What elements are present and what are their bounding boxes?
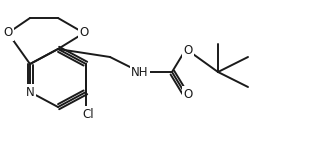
Text: O: O: [3, 26, 13, 40]
Text: O: O: [183, 88, 193, 100]
Text: NH: NH: [131, 66, 149, 78]
Text: O: O: [183, 43, 193, 57]
Text: O: O: [79, 26, 89, 40]
Text: N: N: [26, 85, 34, 98]
Text: Cl: Cl: [82, 107, 94, 121]
